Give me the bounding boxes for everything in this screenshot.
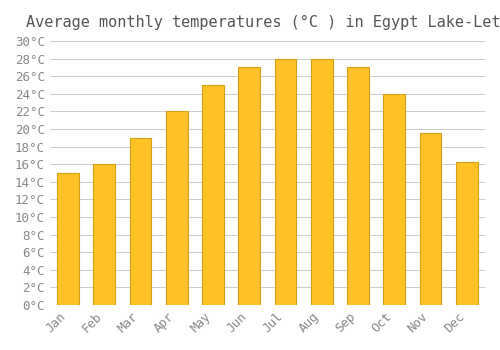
Bar <box>130 138 152 305</box>
Bar <box>420 133 442 305</box>
Bar <box>311 58 332 305</box>
Bar <box>57 173 79 305</box>
Bar <box>347 67 369 305</box>
Bar <box>456 162 477 305</box>
Bar <box>166 111 188 305</box>
Bar <box>94 164 115 305</box>
Bar <box>202 85 224 305</box>
Bar <box>384 94 405 305</box>
Bar <box>238 67 260 305</box>
Title: Average monthly temperatures (°C ) in Egypt Lake-Leto: Average monthly temperatures (°C ) in Eg… <box>26 15 500 30</box>
Bar <box>274 58 296 305</box>
